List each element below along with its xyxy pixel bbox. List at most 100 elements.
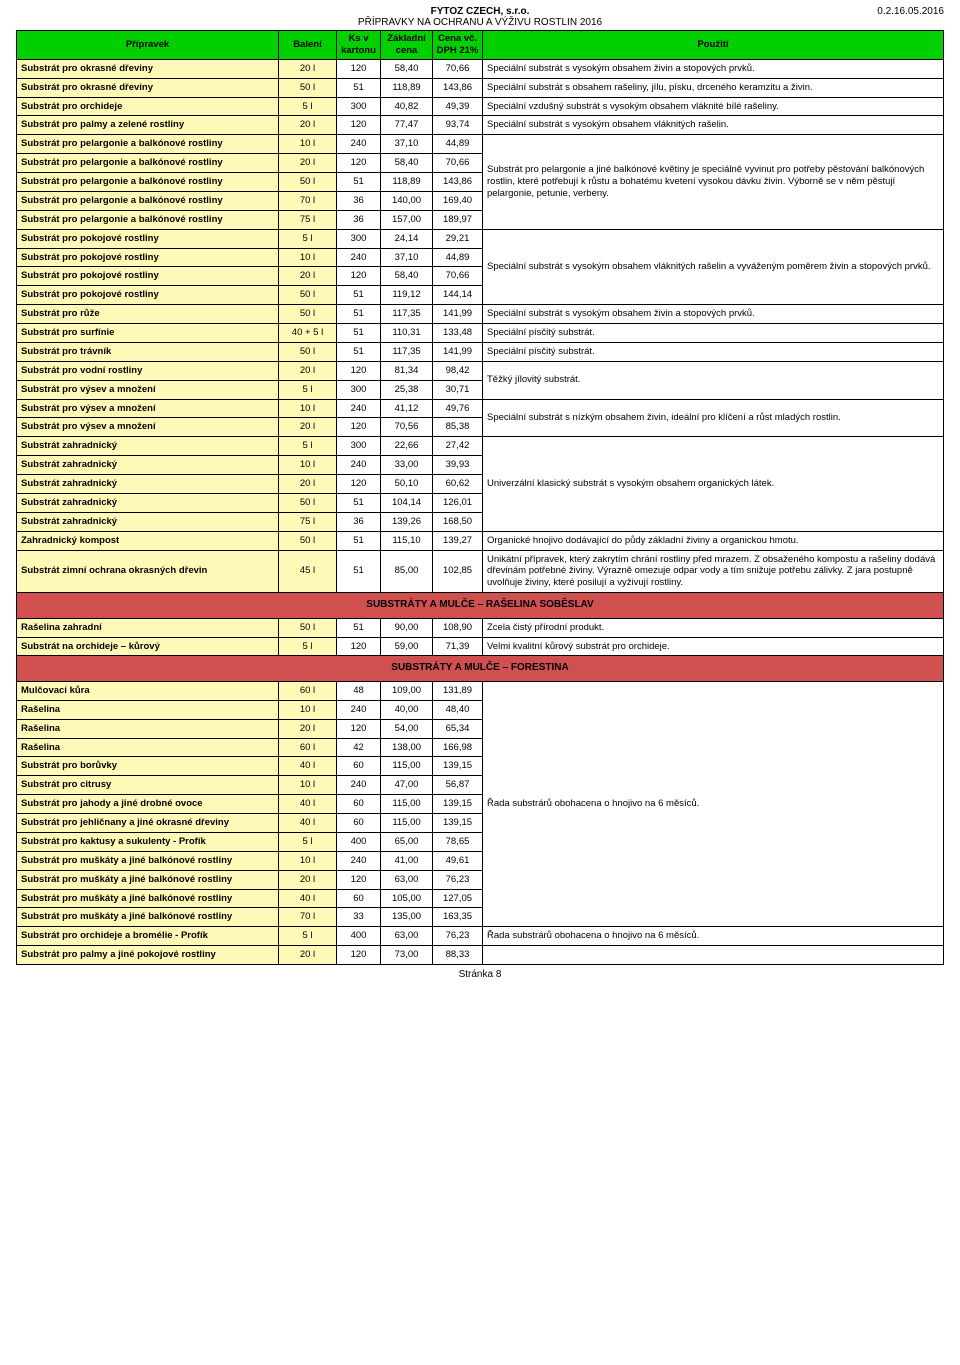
product-baleni: 20 l — [279, 870, 337, 889]
product-baleni: 5 l — [279, 97, 337, 116]
product-name: Substrát pro muškáty a jiné balkónové ro… — [17, 870, 279, 889]
product-baleni: 75 l — [279, 210, 337, 229]
product-name: Substrát pro růže — [17, 305, 279, 324]
product-use: Velmi kvalitní kůrový substrát pro orchi… — [483, 637, 944, 656]
product-ks: 120 — [337, 154, 381, 173]
product-baleni: 5 l — [279, 637, 337, 656]
product-use: Speciální substrát s vysokým obsahem vlá… — [483, 116, 944, 135]
product-baleni: 50 l — [279, 173, 337, 192]
product-baleni: 60 l — [279, 738, 337, 757]
product-use: Speciální vzdušný substrát s vysokým obs… — [483, 97, 944, 116]
product-ks: 60 — [337, 814, 381, 833]
product-zc: 37,10 — [381, 248, 433, 267]
product-name: Substrát na orchideje – kůrový — [17, 637, 279, 656]
product-cena: 44,89 — [433, 248, 483, 267]
product-ks: 36 — [337, 512, 381, 531]
product-baleni: 50 l — [279, 286, 337, 305]
product-ks: 120 — [337, 637, 381, 656]
product-zc: 25,38 — [381, 380, 433, 399]
table-header-row: PřípravekBaleníKs v kartonuZákladní cena… — [17, 31, 944, 60]
product-name: Substrát pro výsev a množení — [17, 380, 279, 399]
product-zc: 22,66 — [381, 437, 433, 456]
product-cena: 189,97 — [433, 210, 483, 229]
product-name: Rašelina — [17, 738, 279, 757]
product-name: Mulčovací kůra — [17, 681, 279, 700]
table-row: Substrát pro okrasné dřeviny50 l51118,89… — [17, 78, 944, 97]
product-name: Substrát pro jahody a jiné drobné ovoce — [17, 795, 279, 814]
product-zc: 118,89 — [381, 173, 433, 192]
table-row: Zahradnický kompost50 l51115,10139,27Org… — [17, 531, 944, 550]
product-cena: 93,74 — [433, 116, 483, 135]
product-zc: 115,00 — [381, 757, 433, 776]
product-cena: 143,86 — [433, 78, 483, 97]
product-cena: 56,87 — [433, 776, 483, 795]
product-zc: 90,00 — [381, 618, 433, 637]
product-ks: 240 — [337, 700, 381, 719]
product-baleni: 20 l — [279, 475, 337, 494]
product-name: Substrát pro okrasné dřeviny — [17, 59, 279, 78]
product-zc: 118,89 — [381, 78, 433, 97]
product-cena: 139,27 — [433, 531, 483, 550]
product-use: Unikátní přípravek, který zakrytím chrán… — [483, 550, 944, 593]
table-row: Substrát zimní ochrana okrasných dřevin4… — [17, 550, 944, 593]
product-ks: 400 — [337, 832, 381, 851]
product-ks: 240 — [337, 776, 381, 795]
product-cena: 98,42 — [433, 361, 483, 380]
product-baleni: 10 l — [279, 399, 337, 418]
product-zc: 117,35 — [381, 342, 433, 361]
product-zc: 41,12 — [381, 399, 433, 418]
product-cena: 70,66 — [433, 154, 483, 173]
product-ks: 51 — [337, 493, 381, 512]
product-cena: 131,89 — [433, 681, 483, 700]
product-name: Substrát pro pelargonie a balkónové rost… — [17, 210, 279, 229]
product-cena: 27,42 — [433, 437, 483, 456]
product-baleni: 20 l — [279, 418, 337, 437]
table-row: Substrát pro růže50 l51117,35141,99Speci… — [17, 305, 944, 324]
product-zc: 140,00 — [381, 191, 433, 210]
product-name: Substrát pro pokojové rostliny — [17, 286, 279, 305]
product-ks: 240 — [337, 851, 381, 870]
product-ks: 51 — [337, 324, 381, 343]
product-ks: 240 — [337, 399, 381, 418]
product-name: Substrát pro pelargonie a balkónové rost… — [17, 154, 279, 173]
product-cena: 30,71 — [433, 380, 483, 399]
product-name: Substrát zahradnický — [17, 475, 279, 494]
product-zc: 63,00 — [381, 927, 433, 946]
table-row: Substrát pro palmy a jiné pokojové rostl… — [17, 946, 944, 965]
product-ks: 120 — [337, 946, 381, 965]
product-name: Substrát zahradnický — [17, 512, 279, 531]
product-name: Substrát zimní ochrana okrasných dřevin — [17, 550, 279, 593]
product-cena: 88,33 — [433, 946, 483, 965]
product-zc: 115,00 — [381, 814, 433, 833]
product-zc: 63,00 — [381, 870, 433, 889]
product-name: Substrát pro citrusy — [17, 776, 279, 795]
product-zc: 138,00 — [381, 738, 433, 757]
product-baleni: 40 l — [279, 889, 337, 908]
product-ks: 400 — [337, 927, 381, 946]
product-cena: 139,15 — [433, 795, 483, 814]
product-baleni: 20 l — [279, 116, 337, 135]
col-cena: Cena vč. DPH 21% — [433, 31, 483, 60]
product-name: Zahradnický kompost — [17, 531, 279, 550]
product-baleni: 20 l — [279, 946, 337, 965]
product-cena: 49,61 — [433, 851, 483, 870]
product-use: Těžký jílovitý substrát. — [483, 361, 944, 399]
product-ks: 51 — [337, 78, 381, 97]
product-ks: 120 — [337, 475, 381, 494]
product-zc: 110,31 — [381, 324, 433, 343]
product-baleni: 10 l — [279, 851, 337, 870]
table-row: Rašelina zahradní50 l5190,00108,90Zcela … — [17, 618, 944, 637]
product-name: Rašelina — [17, 719, 279, 738]
product-zc: 41,00 — [381, 851, 433, 870]
product-cena: 127,05 — [433, 889, 483, 908]
product-baleni: 45 l — [279, 550, 337, 593]
product-baleni: 40 l — [279, 814, 337, 833]
product-cena: 169,40 — [433, 191, 483, 210]
product-ks: 240 — [337, 135, 381, 154]
product-use: Speciální substrát s vysokým obsahem živ… — [483, 305, 944, 324]
product-ks: 240 — [337, 456, 381, 475]
product-baleni: 70 l — [279, 191, 337, 210]
product-ks: 120 — [337, 719, 381, 738]
product-cena: 102,85 — [433, 550, 483, 593]
product-name: Substrát pro palmy a jiné pokojové rostl… — [17, 946, 279, 965]
